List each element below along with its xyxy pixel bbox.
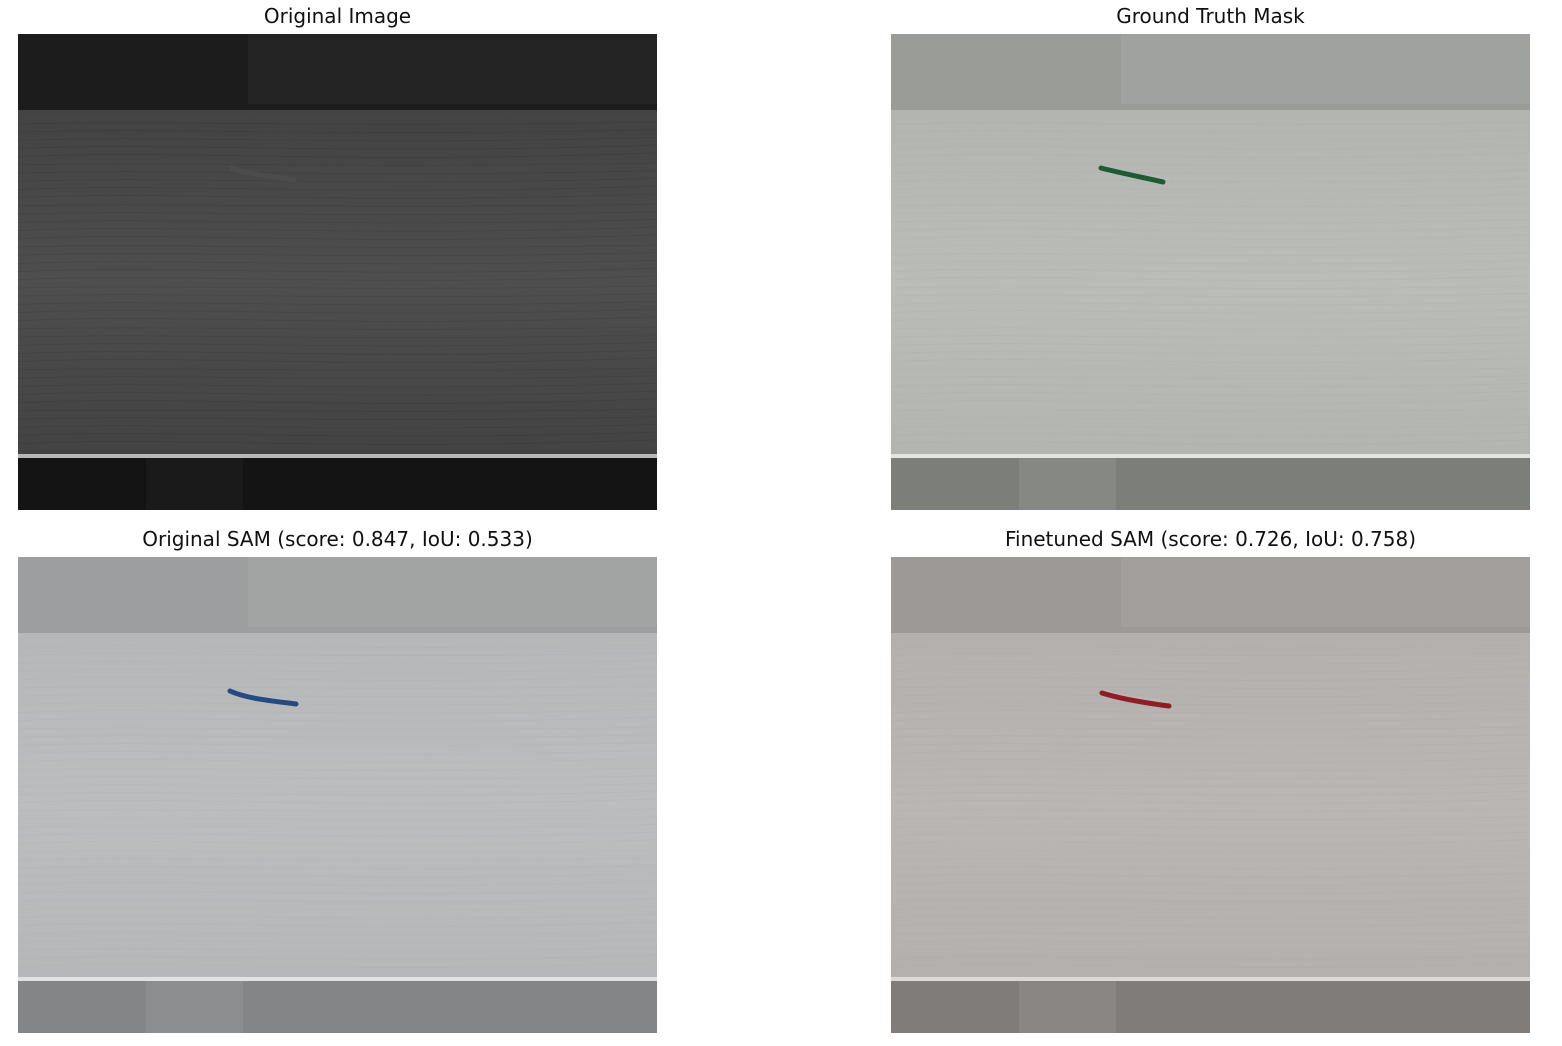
segmentation-mask bbox=[1099, 690, 1172, 709]
image-finetuned-sam-mask bbox=[891, 557, 1530, 1033]
image-ground-truth-mask bbox=[891, 34, 1530, 510]
panel-title-original-sam: Original SAM (score: 0.847, IoU: 0.533) bbox=[142, 527, 533, 551]
wood-board-photo bbox=[18, 34, 657, 510]
image-original-sam-mask bbox=[18, 557, 657, 1033]
image-original bbox=[18, 34, 657, 510]
wood-board-photo bbox=[18, 557, 657, 1033]
segmentation-mask bbox=[227, 688, 299, 707]
segmentation-mask bbox=[1098, 165, 1166, 185]
panel-title-ground-truth: Ground Truth Mask bbox=[1116, 4, 1305, 28]
panel-title-original: Original Image bbox=[263, 4, 412, 28]
wood-board-photo bbox=[891, 34, 1530, 510]
panel-title-finetuned-sam: Finetuned SAM (score: 0.726, IoU: 0.758) bbox=[1004, 527, 1417, 551]
wood-board-photo bbox=[891, 557, 1530, 1033]
